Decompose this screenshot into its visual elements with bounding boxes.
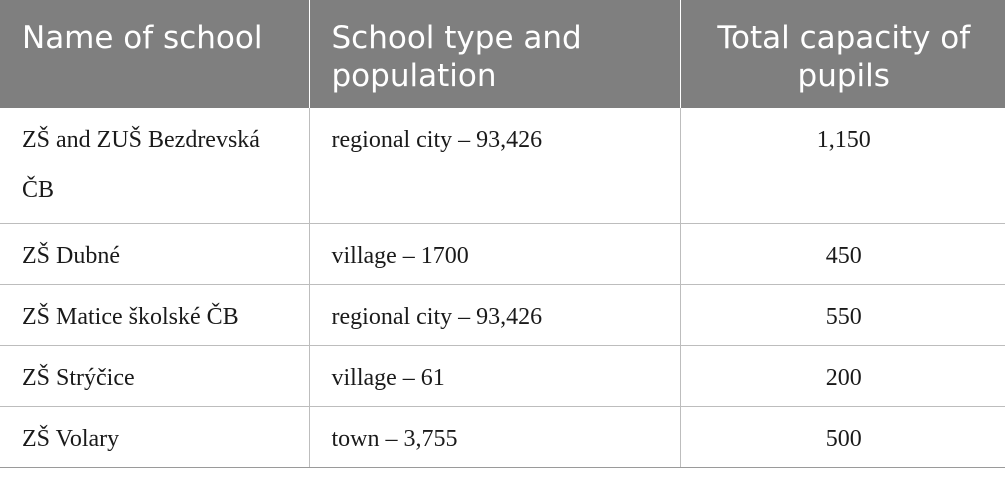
header-name-of-school: Name of school <box>0 0 310 108</box>
cell-capacity: 550 <box>680 284 1005 346</box>
cell-capacity: 200 <box>680 345 1005 407</box>
school-capacity-table-container: Name of school School type and populatio… <box>0 0 1005 468</box>
table-row: ZŠ Dubné village – 1700 450 <box>0 223 1005 285</box>
cell-capacity: 500 <box>680 406 1005 468</box>
cell-school-type: town – 3,755 <box>309 406 681 468</box>
cell-school-name: ZŠ Volary <box>0 406 310 468</box>
header-school-type-population: School type and population <box>309 0 681 108</box>
table-row: ZŠ Strýčice village – 61 200 <box>0 345 1005 407</box>
header-row: Name of school School type and populatio… <box>0 0 1005 108</box>
cell-school-type: regional city – 93,426 <box>309 284 681 346</box>
cell-capacity: 450 <box>680 223 1005 285</box>
cell-school-name: ZŠ Strýčice <box>0 345 310 407</box>
table-row: ZŠ Matice školské ČB regional city – 93,… <box>0 284 1005 346</box>
school-capacity-table: Name of school School type and populatio… <box>0 0 1005 468</box>
table-row: ZŠ and ZUŠ Bezdrevská ČB regional city –… <box>0 108 1005 224</box>
cell-school-type: regional city – 93,426 <box>309 108 681 224</box>
cell-capacity: 1,150 <box>680 108 1005 224</box>
table-body: ZŠ and ZUŠ Bezdrevská ČB regional city –… <box>0 108 1005 468</box>
table-row: ZŠ Volary town – 3,755 500 <box>0 406 1005 468</box>
cell-school-type: village – 61 <box>309 345 681 407</box>
cell-school-name: ZŠ and ZUŠ Bezdrevská ČB <box>0 108 310 224</box>
cell-school-name: ZŠ Dubné <box>0 223 310 285</box>
table-header: Name of school School type and populatio… <box>0 0 1005 108</box>
header-total-capacity: Total capacity of pupils <box>680 0 1005 108</box>
cell-school-name: ZŠ Matice školské ČB <box>0 284 310 346</box>
cell-school-type: village – 1700 <box>309 223 681 285</box>
